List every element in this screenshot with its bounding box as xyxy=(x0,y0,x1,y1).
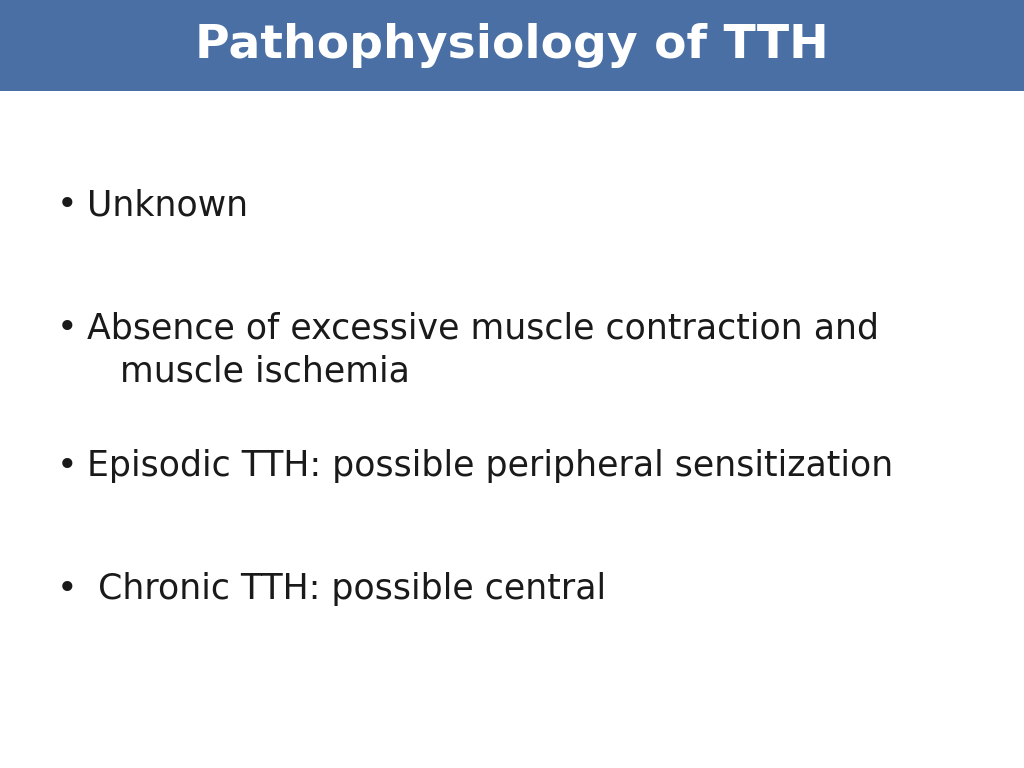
Text: •: • xyxy=(56,311,77,345)
Text: •: • xyxy=(56,449,77,483)
Bar xyxy=(0,0,1024,91)
Text: •: • xyxy=(56,188,77,222)
Text: Unknown: Unknown xyxy=(87,188,248,222)
Text: Pathophysiology of TTH: Pathophysiology of TTH xyxy=(196,23,828,68)
Text: Absence of excessive muscle contraction and
   muscle ischemia: Absence of excessive muscle contraction … xyxy=(87,311,879,389)
Text: Episodic TTH: possible peripheral sensitization: Episodic TTH: possible peripheral sensit… xyxy=(87,449,893,483)
Text: •: • xyxy=(56,572,77,606)
Text: Chronic TTH: possible central: Chronic TTH: possible central xyxy=(87,572,606,606)
